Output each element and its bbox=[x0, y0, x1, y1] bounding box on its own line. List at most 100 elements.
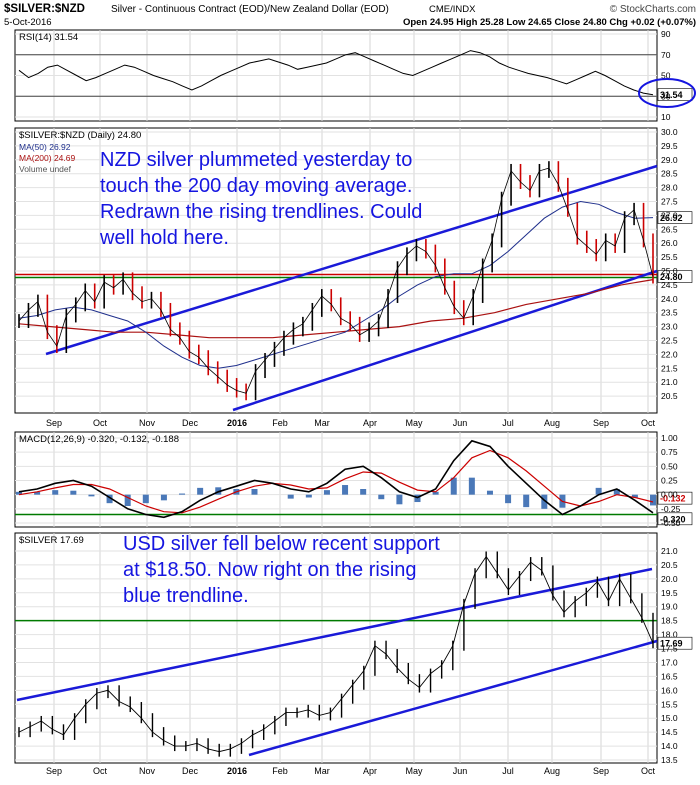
x-tick-label-price: Aug bbox=[544, 418, 560, 428]
y-tick-label: 15.5 bbox=[661, 699, 678, 709]
y-tick-label: 21.0 bbox=[661, 377, 678, 387]
y-tick-label: 0.25 bbox=[661, 476, 678, 486]
x-tick-label-usd: Feb bbox=[272, 766, 288, 776]
macd-histogram-bar bbox=[16, 491, 22, 495]
usd-upper-trendline bbox=[16, 567, 653, 702]
x-tick-label-usd: Sep bbox=[46, 766, 62, 776]
ma50-last-value-bg bbox=[657, 211, 693, 224]
legend-ma200: MA(200) 24.69 bbox=[19, 153, 75, 163]
macd-histogram-bar bbox=[486, 490, 493, 495]
y-tick-label: 14.5 bbox=[661, 727, 678, 737]
usd-last-value: 17.69 bbox=[660, 639, 683, 649]
macd-histogram-bar bbox=[505, 494, 512, 504]
y-tick-label: 21.5 bbox=[661, 363, 678, 373]
macd-line bbox=[18, 439, 654, 519]
macd-histogram-bar bbox=[106, 494, 113, 504]
symbol-title: $SILVER:$NZD bbox=[4, 3, 85, 15]
y-tick-label: 17.0 bbox=[661, 657, 678, 667]
y-tick-label: 26.5 bbox=[661, 224, 678, 234]
x-tick-label-price: Sep bbox=[46, 418, 62, 428]
x-tick-label-usd: May bbox=[405, 766, 423, 776]
rsi-plot: 31.54 bbox=[15, 50, 693, 101]
x-tick-label-price: Jun bbox=[453, 418, 468, 428]
y-tick-label: 16.0 bbox=[661, 685, 678, 695]
y-tick-label: 24.5 bbox=[661, 280, 678, 290]
y-tick-label: 19.5 bbox=[661, 588, 678, 598]
macd-histogram-bar bbox=[631, 494, 638, 498]
rsi-last-value: 31.54 bbox=[660, 90, 683, 100]
y-tick-label: 23.0 bbox=[661, 322, 678, 332]
nzd-annotation-line-1: NZD silver plummeted yesterday to bbox=[100, 149, 412, 171]
usd-price-line bbox=[18, 555, 654, 753]
macd-histogram-bar bbox=[450, 477, 457, 495]
exchange-label: CME/INDX bbox=[429, 4, 476, 15]
usd-title: $SILVER 17.69 bbox=[19, 535, 84, 546]
macd-panel bbox=[14, 431, 658, 528]
y-tick-label: 0.50 bbox=[661, 461, 678, 471]
y-tick-label: 30 bbox=[661, 91, 671, 101]
x-tick-label-price: Sep bbox=[593, 418, 609, 428]
y-tick-label: 20.5 bbox=[661, 560, 678, 570]
x-tick-label-price: Oct bbox=[93, 418, 108, 428]
x-tick-label-price: Apr bbox=[363, 418, 377, 428]
macd-histogram-bar bbox=[197, 487, 204, 495]
x-tick-label-price: Oct bbox=[641, 418, 656, 428]
legend-ma50: MA(50) 26.92 bbox=[19, 142, 71, 152]
usd-plot: 17.69 bbox=[15, 551, 693, 757]
ma200-line bbox=[18, 279, 654, 339]
usd-annotation-line-3: blue trendline. bbox=[123, 585, 249, 607]
price-last-value-bg bbox=[657, 270, 693, 283]
macd-last-value-bg bbox=[657, 512, 693, 526]
rsi-last-value-bg bbox=[657, 88, 693, 101]
price-title: $SILVER:$NZD (Daily) 24.80 bbox=[19, 130, 141, 141]
x-tick-label-usd: Aug bbox=[544, 766, 560, 776]
y-tick-label: 26.0 bbox=[661, 238, 678, 248]
macd-histogram-bar bbox=[342, 485, 349, 495]
y-tick-label: 13.5 bbox=[661, 755, 678, 765]
x-tick-label-usd: Oct bbox=[641, 766, 656, 776]
macd-histogram-bar bbox=[414, 494, 421, 503]
price-line bbox=[18, 167, 654, 394]
y-tick-label: 20.5 bbox=[661, 391, 678, 401]
y-tick-label: 25.0 bbox=[661, 266, 678, 276]
macd-signal-last-value: -0.132 bbox=[660, 494, 686, 504]
x-tick-label-price: May bbox=[405, 418, 423, 428]
macd-histogram-bar bbox=[541, 494, 548, 509]
macd-histogram-bar bbox=[52, 490, 59, 495]
x-tick-label-usd: Jul bbox=[502, 766, 514, 776]
y-tick-label: 18.5 bbox=[661, 616, 678, 626]
macd-plot: -0.132 -0.320 bbox=[15, 439, 693, 526]
y-tick-label: -0.25 bbox=[661, 504, 681, 514]
y-tick-label: 30.0 bbox=[661, 127, 678, 137]
y-tick-label: 22.0 bbox=[661, 349, 678, 359]
ma50-line bbox=[18, 200, 654, 369]
x-tick-label-price: Dec bbox=[182, 418, 199, 428]
x-tick-label-usd: Apr bbox=[363, 766, 377, 776]
macd-histogram-bar bbox=[323, 490, 330, 495]
y-tick-label: 70 bbox=[661, 50, 671, 60]
price-last-value: 24.80 bbox=[660, 272, 683, 282]
y-tick-label: 25.5 bbox=[661, 252, 678, 262]
macd-title: MACD(12,26,9) -0.320, -0.132, -0.188 bbox=[19, 434, 179, 445]
macd-histogram-bar bbox=[305, 494, 312, 498]
macd-histogram-bar bbox=[142, 494, 149, 504]
y-tick-label: 22.5 bbox=[661, 336, 678, 346]
usd-last-value-bg bbox=[657, 636, 693, 650]
usd-annotation-line-1: USD silver fell below recent support bbox=[123, 533, 440, 555]
y-tick-label: 20.0 bbox=[661, 574, 678, 584]
y-tick-label: -0.50 bbox=[661, 518, 681, 528]
ohlc-label: Open 24.95 High 25.28 Low 24.65 Close 24… bbox=[403, 17, 696, 28]
macd-last-value: -0.320 bbox=[660, 514, 686, 524]
ma50-last-value: 26.92 bbox=[660, 213, 683, 223]
y-tick-label: 27.0 bbox=[661, 210, 678, 220]
x-tick-label-usd: Sep bbox=[593, 766, 609, 776]
x-tick-label-price: Feb bbox=[272, 418, 288, 428]
credit-label: © StockCharts.com bbox=[610, 4, 696, 15]
y-tick-label: 14.0 bbox=[661, 741, 678, 751]
x-tick-label-price: 2016 bbox=[227, 418, 247, 428]
macd-signal-last-value-bg bbox=[657, 491, 693, 505]
macd-histogram-bar bbox=[251, 489, 258, 495]
x-tick-label-price: Jul bbox=[502, 418, 514, 428]
y-tick-label: 0.75 bbox=[661, 447, 678, 457]
